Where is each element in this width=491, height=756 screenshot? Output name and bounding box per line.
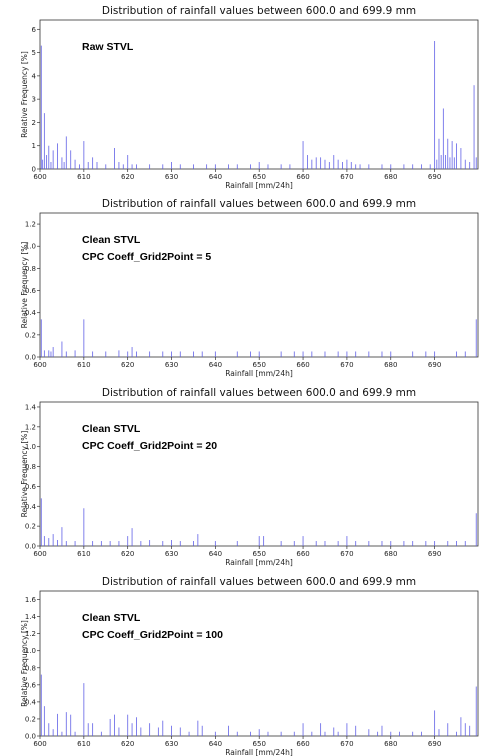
x-axis-label: Rainfall [mm/24h] bbox=[225, 369, 293, 378]
y-tick-label: 0.8 bbox=[25, 463, 36, 471]
chart-svg: Distribution of rainfall values between … bbox=[20, 198, 479, 378]
chart-panel-coeff-100: Distribution of rainfall values between … bbox=[0, 567, 491, 756]
x-tick-label: 680 bbox=[384, 173, 397, 181]
y-tick-label: 1 bbox=[32, 142, 36, 150]
x-tick-label: 620 bbox=[121, 361, 134, 369]
x-tick-label: 630 bbox=[165, 550, 178, 558]
x-tick-label: 610 bbox=[77, 361, 90, 369]
y-tick-label: 0.0 bbox=[25, 354, 36, 362]
y-tick-label: 6 bbox=[32, 26, 37, 34]
chart-title: Distribution of rainfall values between … bbox=[102, 387, 416, 399]
chart-annotation: CPC Coeff_Grid2Point = 20 bbox=[82, 440, 217, 452]
chart-annotation: Clean STVL bbox=[82, 423, 141, 435]
y-tick-label: 1.4 bbox=[25, 613, 37, 621]
y-tick-label: 0.4 bbox=[25, 503, 37, 511]
x-tick-label: 610 bbox=[77, 740, 90, 748]
y-tick-label: 0.8 bbox=[25, 265, 36, 273]
x-tick-label: 630 bbox=[165, 740, 178, 748]
x-tick-label: 620 bbox=[121, 173, 134, 181]
y-tick-label: 0.2 bbox=[25, 715, 36, 723]
chart-svg: Distribution of rainfall values between … bbox=[20, 387, 479, 567]
x-tick-label: 690 bbox=[428, 361, 441, 369]
y-tick-label: 1.0 bbox=[25, 443, 36, 451]
x-tick-label: 660 bbox=[296, 361, 309, 369]
x-tick-label: 620 bbox=[121, 550, 134, 558]
y-tick-label: 1.4 bbox=[25, 403, 37, 411]
y-tick-label: 1.6 bbox=[25, 596, 37, 604]
y-tick-label: 0 bbox=[32, 166, 36, 174]
y-axis-label: Relative Frequency [%] bbox=[20, 242, 29, 329]
chart-svg: Distribution of rainfall values between … bbox=[20, 5, 479, 189]
x-tick-label: 600 bbox=[33, 740, 46, 748]
y-tick-label: 0.4 bbox=[25, 698, 37, 706]
chart-svg: Distribution of rainfall values between … bbox=[20, 576, 479, 756]
x-tick-label: 630 bbox=[165, 173, 178, 181]
y-tick-label: 4 bbox=[32, 72, 37, 80]
chart-panel-raw: Distribution of rainfall values between … bbox=[0, 0, 491, 189]
y-tick-label: 0.8 bbox=[25, 664, 36, 672]
x-tick-label: 650 bbox=[253, 550, 266, 558]
y-axis-label: Relative Frequency [%] bbox=[20, 51, 29, 138]
x-tick-label: 630 bbox=[165, 361, 178, 369]
x-tick-label: 640 bbox=[209, 740, 222, 748]
y-axis-label: Relative Frequency [%] bbox=[20, 431, 29, 518]
x-axis-label: Rainfall [mm/24h] bbox=[225, 181, 293, 189]
x-tick-label: 680 bbox=[384, 550, 397, 558]
y-axis-label: Relative Frequency [%] bbox=[20, 620, 29, 707]
x-axis-label: Rainfall [mm/24h] bbox=[225, 748, 293, 756]
x-tick-label: 610 bbox=[77, 550, 90, 558]
y-tick-label: 3 bbox=[32, 96, 36, 104]
x-tick-label: 600 bbox=[33, 173, 46, 181]
y-tick-label: 1.2 bbox=[25, 221, 36, 229]
y-tick-label: 2 bbox=[32, 119, 36, 127]
x-tick-label: 650 bbox=[253, 361, 266, 369]
x-tick-label: 670 bbox=[340, 550, 353, 558]
x-tick-label: 670 bbox=[340, 740, 353, 748]
y-tick-label: 0.4 bbox=[25, 309, 37, 317]
x-tick-label: 640 bbox=[209, 173, 222, 181]
x-tick-label: 690 bbox=[428, 550, 441, 558]
x-tick-label: 680 bbox=[384, 361, 397, 369]
x-tick-label: 600 bbox=[33, 361, 46, 369]
y-tick-label: 0.2 bbox=[25, 331, 36, 339]
x-tick-label: 670 bbox=[340, 361, 353, 369]
x-tick-label: 650 bbox=[253, 173, 266, 181]
y-tick-label: 0.6 bbox=[25, 287, 37, 295]
y-tick-label: 0.0 bbox=[25, 543, 36, 551]
x-tick-label: 660 bbox=[296, 173, 309, 181]
x-tick-label: 640 bbox=[209, 361, 222, 369]
chart-annotation: Clean STVL bbox=[82, 234, 141, 246]
x-tick-label: 620 bbox=[121, 740, 134, 748]
chart-title: Distribution of rainfall values between … bbox=[102, 576, 416, 588]
chart-annotation: CPC Coeff_Grid2Point = 100 bbox=[82, 629, 223, 641]
x-tick-label: 680 bbox=[384, 740, 397, 748]
chart-title: Distribution of rainfall values between … bbox=[102, 198, 416, 210]
y-tick-label: 1.2 bbox=[25, 423, 36, 431]
y-tick-label: 0.2 bbox=[25, 523, 36, 531]
x-tick-label: 640 bbox=[209, 550, 222, 558]
y-tick-label: 1.0 bbox=[25, 647, 36, 655]
y-tick-label: 1.0 bbox=[25, 243, 36, 251]
x-tick-label: 660 bbox=[296, 550, 309, 558]
y-tick-label: 0.6 bbox=[25, 483, 37, 491]
x-tick-label: 690 bbox=[428, 740, 441, 748]
chart-annotation: CPC Coeff_Grid2Point = 5 bbox=[82, 251, 211, 263]
x-tick-label: 670 bbox=[340, 173, 353, 181]
chart-panel-coeff-5: Distribution of rainfall values between … bbox=[0, 189, 491, 378]
y-tick-label: 1.2 bbox=[25, 630, 36, 638]
y-tick-label: 0.6 bbox=[25, 681, 37, 689]
x-axis-label: Rainfall [mm/24h] bbox=[225, 558, 293, 567]
x-tick-label: 660 bbox=[296, 740, 309, 748]
x-tick-label: 610 bbox=[77, 173, 90, 181]
chart-title: Distribution of rainfall values between … bbox=[102, 5, 416, 17]
x-tick-label: 690 bbox=[428, 173, 441, 181]
chart-annotation: Raw STVL bbox=[82, 41, 134, 53]
y-tick-label: 0.0 bbox=[25, 733, 36, 741]
x-tick-label: 600 bbox=[33, 550, 46, 558]
chart-annotation: Clean STVL bbox=[82, 612, 141, 624]
chart-panel-coeff-20: Distribution of rainfall values between … bbox=[0, 378, 491, 567]
y-tick-label: 5 bbox=[32, 49, 36, 57]
x-tick-label: 650 bbox=[253, 740, 266, 748]
